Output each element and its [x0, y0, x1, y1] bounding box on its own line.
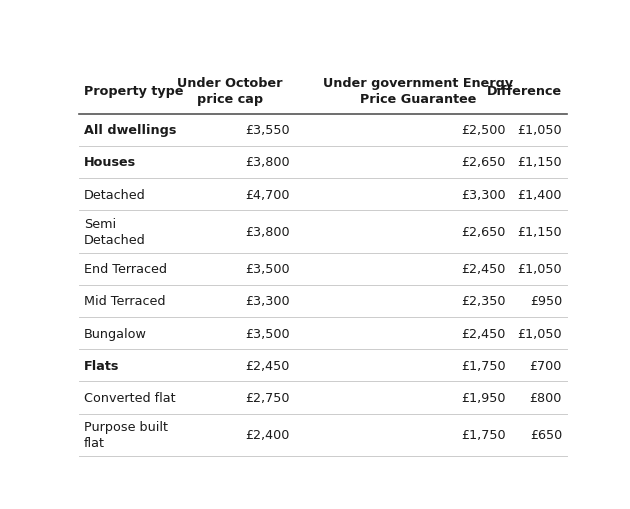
Text: Flats: Flats: [84, 359, 119, 372]
Text: Under October
price cap: Under October price cap: [178, 77, 283, 106]
Text: £1,950: £1,950: [461, 391, 506, 404]
Text: £3,500: £3,500: [244, 263, 289, 276]
Text: £3,800: £3,800: [244, 156, 289, 169]
Text: Bungalow: Bungalow: [84, 327, 147, 340]
Text: £1,750: £1,750: [461, 359, 506, 372]
Text: £2,450: £2,450: [244, 359, 289, 372]
Text: £2,500: £2,500: [461, 124, 506, 137]
Text: £1,050: £1,050: [517, 327, 562, 340]
Text: Detached: Detached: [84, 188, 146, 201]
Text: £1,150: £1,150: [517, 156, 562, 169]
Text: £700: £700: [530, 359, 562, 372]
Text: £1,150: £1,150: [517, 225, 562, 238]
Text: £2,450: £2,450: [462, 263, 506, 276]
Text: £4,700: £4,700: [244, 188, 289, 201]
Text: £3,800: £3,800: [244, 225, 289, 238]
Text: £2,650: £2,650: [462, 156, 506, 169]
Text: £1,400: £1,400: [518, 188, 562, 201]
Text: £3,500: £3,500: [244, 327, 289, 340]
Text: £800: £800: [530, 391, 562, 404]
Text: £3,300: £3,300: [461, 188, 506, 201]
Text: £2,650: £2,650: [462, 225, 506, 238]
Text: Purpose built
flat: Purpose built flat: [84, 420, 168, 449]
Text: Mid Terraced: Mid Terraced: [84, 295, 165, 308]
Text: £1,050: £1,050: [517, 124, 562, 137]
Text: Difference: Difference: [487, 85, 562, 98]
Text: £3,300: £3,300: [244, 295, 289, 308]
Text: Houses: Houses: [84, 156, 135, 169]
Text: End Terraced: End Terraced: [84, 263, 166, 276]
Text: All dwellings: All dwellings: [84, 124, 176, 137]
Text: £2,350: £2,350: [461, 295, 506, 308]
Text: £2,750: £2,750: [244, 391, 289, 404]
Text: Property type: Property type: [84, 85, 183, 98]
Text: £650: £650: [530, 429, 562, 441]
Text: Under government Energy
Price Guarantee: Under government Energy Price Guarantee: [323, 77, 513, 106]
Text: £2,450: £2,450: [462, 327, 506, 340]
Text: £2,400: £2,400: [244, 429, 289, 441]
Text: £950: £950: [530, 295, 562, 308]
Text: £1,050: £1,050: [517, 263, 562, 276]
Text: £3,550: £3,550: [244, 124, 289, 137]
Text: £1,750: £1,750: [461, 429, 506, 441]
Text: Converted flat: Converted flat: [84, 391, 175, 404]
Text: Semi
Detached: Semi Detached: [84, 217, 146, 246]
